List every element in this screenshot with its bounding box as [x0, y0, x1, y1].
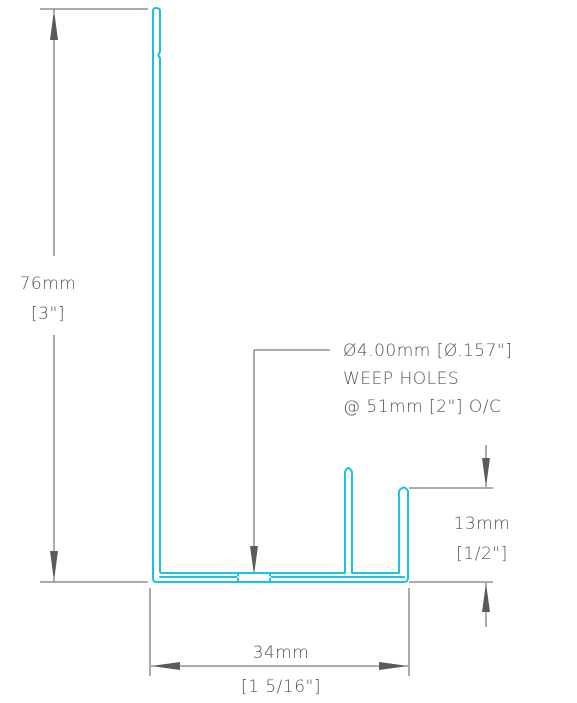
- lip-metric-label: 13mm: [454, 514, 511, 534]
- note-line-2: WEEP HOLES: [343, 369, 459, 389]
- width-arrow-right: [379, 662, 408, 670]
- height-arrow-bottom: [50, 551, 58, 581]
- width-dimension: 34mm [1 5/16"]: [149, 588, 410, 697]
- profile-outer-outline: [152, 7, 409, 583]
- height-arrow-top: [50, 10, 58, 40]
- weep-hole-callout: Ø4.00mm [Ø.157"] WEEP HOLES @ 51mm [2"] …: [250, 341, 512, 575]
- note-line-1: Ø4.00mm [Ø.157"]: [343, 341, 512, 361]
- height-imperial-label: [3"]: [31, 304, 65, 324]
- extrusion-profile: [152, 7, 409, 583]
- height-metric-label: 76mm: [20, 274, 77, 294]
- lip-arrow-top: [482, 458, 490, 487]
- leader-arrow: [250, 546, 258, 575]
- width-metric-label: 34mm: [253, 643, 310, 663]
- note-line-3: @ 51mm [2"] O/C: [343, 397, 501, 417]
- lip-imperial-label: [1/2"]: [456, 544, 507, 564]
- height-dimension: 76mm [3"]: [20, 8, 148, 583]
- width-arrow-left: [151, 662, 180, 670]
- width-imperial-label: [1 5/16"]: [241, 677, 321, 697]
- lip-arrow-bottom: [482, 583, 490, 612]
- lip-dimension: 13mm [1/2"]: [409, 445, 510, 627]
